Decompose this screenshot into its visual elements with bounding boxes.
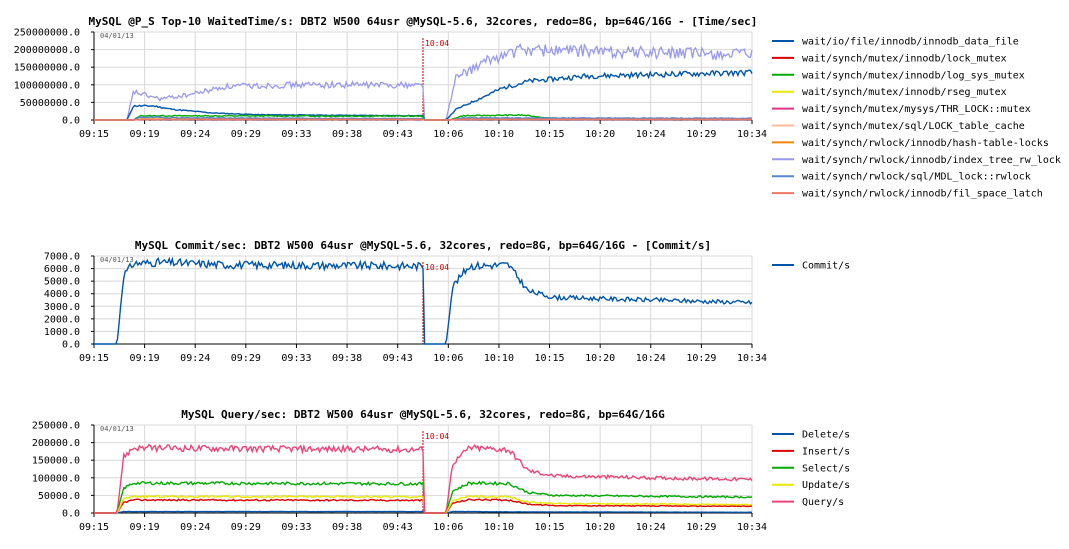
x-tick-label: 10:10	[484, 129, 514, 140]
y-tick-label: 150000000.0	[14, 63, 80, 74]
y-tick-label: 6000.0	[44, 264, 80, 275]
legend-label: wait/synch/mutex/innodb/rseg_mutex	[802, 87, 1007, 98]
series-line-1	[94, 256, 753, 345]
y-tick-label: 4000.0	[44, 289, 80, 300]
y-tick-label: 50000000.0	[20, 98, 80, 109]
x-tick-label: 10:15	[534, 353, 564, 364]
x-tick-label: 10:06	[433, 353, 463, 364]
x-tick-label: 10:34	[737, 129, 767, 140]
series-line-4	[94, 494, 753, 514]
date-label: 04/01/13	[100, 256, 134, 264]
x-tick-label: 09:24	[180, 353, 210, 364]
x-tick-label: 09:38	[332, 522, 362, 533]
legend-label: wait/synch/rwlock/innodb/fil_space_latch	[802, 189, 1043, 200]
x-tick-label: 09:33	[281, 353, 311, 364]
series-line-5	[94, 443, 753, 514]
legend-label: wait/synch/rwlock/innodb/hash-table-lock…	[802, 138, 1049, 149]
x-tick-label: 09:33	[281, 129, 311, 140]
legend-label: Insert/s	[802, 446, 850, 457]
y-tick-label: 7000.0	[44, 252, 80, 263]
y-tick-label: 50000.0	[38, 491, 80, 502]
restart-marker-label: 10:04	[425, 432, 449, 441]
legend-label: Select/s	[802, 463, 850, 474]
x-tick-label: 09:19	[130, 522, 160, 533]
legend-label: Update/s	[802, 480, 850, 491]
y-tick-label: 0.0	[62, 116, 80, 127]
date-label: 04/01/13	[100, 425, 134, 433]
chart-1: MySQL @P_S Top-10 WaitedTime/s: DBT2 W50…	[14, 15, 1061, 200]
x-tick-label: 10:06	[433, 129, 463, 140]
x-tick-label: 09:38	[332, 353, 362, 364]
x-tick-label: 09:29	[231, 353, 261, 364]
x-tick-label: 10:24	[636, 353, 666, 364]
x-tick-label: 09:15	[79, 129, 109, 140]
y-tick-label: 250000000.0	[14, 28, 80, 39]
x-tick-label: 10:29	[686, 129, 716, 140]
legend-label: wait/synch/rwlock/innodb/index_tree_rw_l…	[802, 155, 1061, 166]
x-tick-label: 10:10	[484, 522, 514, 533]
x-tick-label: 09:29	[231, 129, 261, 140]
x-tick-label: 10:24	[636, 522, 666, 533]
x-tick-label: 09:24	[180, 522, 210, 533]
chart-3: MySQL Query/sec: DBT2 W500 64usr @MySQL-…	[32, 408, 850, 533]
y-tick-label: 0.0	[62, 509, 80, 520]
x-tick-label: 10:20	[585, 353, 615, 364]
x-tick-label: 10:10	[484, 353, 514, 364]
x-tick-label: 10:06	[433, 522, 463, 533]
x-tick-label: 09:19	[130, 129, 160, 140]
y-tick-label: 0.0	[62, 340, 80, 351]
x-tick-label: 10:29	[686, 353, 716, 364]
x-tick-label: 10:34	[737, 353, 767, 364]
x-tick-label: 09:43	[383, 353, 413, 364]
y-tick-label: 100000000.0	[14, 80, 80, 91]
legend-label: Query/s	[802, 497, 844, 508]
x-tick-label: 09:24	[180, 129, 210, 140]
legend-label: Commit/s	[802, 261, 850, 272]
y-tick-label: 5000.0	[44, 277, 80, 288]
legend-label: wait/synch/mutex/mysys/THR_LOCK::mutex	[802, 104, 1031, 115]
series-line-1	[94, 510, 753, 514]
y-tick-label: 3000.0	[44, 302, 80, 313]
y-tick-label: 1000.0	[44, 327, 80, 338]
restart-marker-label: 10:04	[425, 39, 449, 48]
date-label: 04/01/13	[100, 32, 134, 40]
chart-title: MySQL @P_S Top-10 WaitedTime/s: DBT2 W50…	[89, 15, 758, 28]
series-line-10	[94, 118, 753, 121]
x-tick-label: 10:15	[534, 522, 564, 533]
legend-label: Delete/s	[802, 430, 850, 441]
series-line-8	[94, 42, 753, 121]
legend-label: wait/synch/mutex/sql/LOCK_table_cache	[802, 121, 1025, 132]
x-tick-label: 09:15	[79, 353, 109, 364]
x-tick-label: 10:20	[585, 129, 615, 140]
legend-label: wait/synch/mutex/innodb/log_sys_mutex	[802, 70, 1025, 81]
legend-label: wait/synch/mutex/innodb/lock_mutex	[802, 53, 1007, 64]
chart-title: MySQL Commit/sec: DBT2 W500 64usr @MySQL…	[135, 239, 711, 252]
y-tick-label: 100000.0	[32, 473, 80, 484]
x-tick-label: 10:29	[686, 522, 716, 533]
chart-2: MySQL Commit/sec: DBT2 W500 64usr @MySQL…	[44, 239, 850, 364]
y-tick-label: 250000.0	[32, 421, 80, 432]
legend-label: wait/io/file/innodb/innodb_data_file	[802, 37, 1019, 48]
chart-title: MySQL Query/sec: DBT2 W500 64usr @MySQL-…	[181, 408, 665, 421]
y-tick-label: 200000.0	[32, 438, 80, 449]
x-tick-label: 10:24	[636, 129, 666, 140]
y-tick-label: 2000.0	[44, 314, 80, 325]
x-tick-label: 09:43	[383, 129, 413, 140]
x-tick-label: 10:34	[737, 522, 767, 533]
restart-marker-label: 10:04	[425, 263, 449, 272]
x-tick-label: 09:29	[231, 522, 261, 533]
y-tick-label: 150000.0	[32, 456, 80, 467]
x-tick-label: 10:15	[534, 129, 564, 140]
x-tick-label: 09:15	[79, 522, 109, 533]
legend-label: wait/synch/rwlock/sql/MDL_lock::rwlock	[802, 172, 1031, 183]
y-tick-label: 200000000.0	[14, 45, 80, 56]
series-line-3	[94, 480, 753, 514]
x-tick-label: 09:43	[383, 522, 413, 533]
x-tick-label: 09:38	[332, 129, 362, 140]
series-line-9	[94, 116, 753, 121]
x-tick-label: 10:20	[585, 522, 615, 533]
x-tick-label: 09:19	[130, 353, 160, 364]
x-tick-label: 09:33	[281, 522, 311, 533]
